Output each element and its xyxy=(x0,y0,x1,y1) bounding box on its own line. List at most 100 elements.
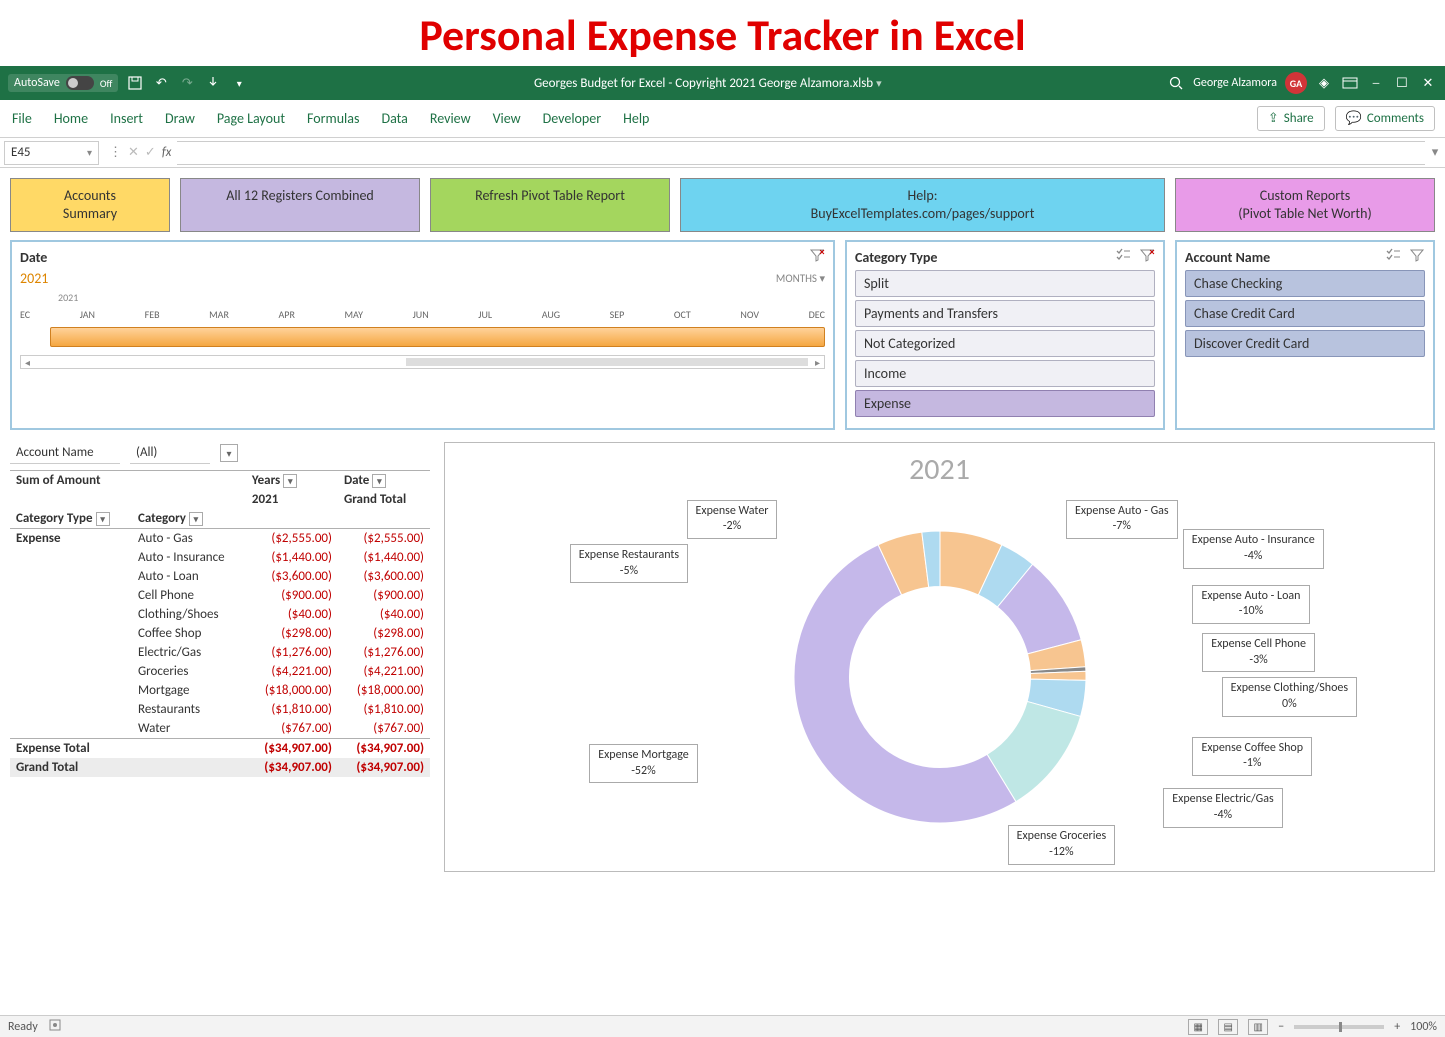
ribbon-tab-formulas[interactable]: Formulas xyxy=(305,106,361,131)
pivot-category-cell: Coffee Shop xyxy=(132,624,246,643)
name-box[interactable]: E45▾ xyxy=(4,141,99,165)
scroll-left-icon[interactable]: ◂ xyxy=(25,356,30,369)
help-button[interactable]: Help: BuyExcelTemplates.com/pages/suppor… xyxy=(680,178,1165,232)
table-row: Clothing/Shoes($40.00)($40.00) xyxy=(10,605,430,624)
timeline-scale-year: 2021 xyxy=(58,291,825,304)
ribbon-tab-developer[interactable]: Developer xyxy=(541,106,603,131)
normal-view-icon[interactable]: ▦ xyxy=(1188,1019,1208,1035)
ribbon-tab-insert[interactable]: Insert xyxy=(108,106,145,131)
share-button[interactable]: ⇪Share xyxy=(1257,106,1325,131)
save-icon[interactable] xyxy=(126,74,144,92)
pivot-cattype-cell xyxy=(10,700,132,719)
pivot-year-cell: ($767.00) xyxy=(246,719,338,739)
slicer-item-split[interactable]: Split xyxy=(855,270,1155,297)
page-layout-view-icon[interactable]: ▤ xyxy=(1218,1019,1238,1035)
maximize-icon[interactable]: ☐ xyxy=(1393,74,1411,92)
touch-icon[interactable] xyxy=(204,74,222,92)
multiselect-icon[interactable] xyxy=(1115,248,1131,266)
accounts-summary-button[interactable]: Accounts Summary xyxy=(10,178,170,232)
filter-dropdown-icon[interactable]: ▾ xyxy=(372,474,386,488)
pivot-grand-col: Grand Total xyxy=(338,490,430,509)
autosave-toggle[interactable]: AutoSave Off xyxy=(8,74,118,92)
qat-dropdown-icon[interactable]: ▾ xyxy=(230,74,248,92)
timeline-scrollbar[interactable]: ◂ ▸ xyxy=(20,355,825,369)
clear-filter-icon[interactable] xyxy=(1409,248,1425,266)
table-row: Mortgage($18,000.00)($18,000.00) xyxy=(10,681,430,700)
macro-record-icon[interactable] xyxy=(48,1018,62,1036)
multiselect-icon[interactable] xyxy=(1385,248,1401,266)
date-timeline-slicer: Date 2021 MONTHS ▾ 2021 ECJANFEBMARAPRMA… xyxy=(10,240,835,430)
pivot-grand-cell: ($3,600.00) xyxy=(338,567,430,586)
accept-fx-icon[interactable]: ✓ xyxy=(145,145,156,160)
filter-dropdown-icon[interactable]: ▾ xyxy=(283,474,297,488)
redo-icon[interactable]: ↷ xyxy=(178,74,196,92)
donut-chart[interactable]: 2021 Expense Auto - Gas-7%Expense Auto -… xyxy=(444,442,1435,872)
slicer-item-not-categorized[interactable]: Not Categorized xyxy=(855,330,1155,357)
table-row: Coffee Shop($298.00)($298.00) xyxy=(10,624,430,643)
formula-input[interactable] xyxy=(177,141,1425,165)
zoom-value[interactable]: 100% xyxy=(1410,1020,1437,1034)
ribbon-tab-home[interactable]: Home xyxy=(52,106,90,131)
table-row: Auto - Insurance($1,440.00)($1,440.00) xyxy=(10,548,430,567)
ribbon-mode-icon[interactable] xyxy=(1341,74,1359,92)
slicer-item-income[interactable]: Income xyxy=(855,360,1155,387)
scroll-right-icon[interactable]: ▸ xyxy=(815,356,820,369)
timeline-month: SEP xyxy=(610,308,625,321)
slicer-item-expense[interactable]: Expense xyxy=(855,390,1155,417)
pivot-category-cell: Auto - Gas xyxy=(132,529,246,549)
zoom-out-icon[interactable]: − xyxy=(1278,1020,1284,1034)
timeline-level-dropdown[interactable]: MONTHS ▾ xyxy=(776,272,825,285)
zoom-in-icon[interactable]: + xyxy=(1394,1020,1400,1034)
search-icon[interactable] xyxy=(1167,74,1185,92)
diamond-icon[interactable]: ◈ xyxy=(1315,74,1333,92)
fx-icon[interactable]: fx xyxy=(162,145,172,160)
chart-label: Expense Mortgage-52% xyxy=(589,744,698,783)
chart-title: 2021 xyxy=(453,451,1426,488)
minimize-icon[interactable]: ─ xyxy=(1367,74,1385,92)
ribbon-tab-data[interactable]: Data xyxy=(379,106,409,131)
slicer-item-discover-credit-card[interactable]: Discover Credit Card xyxy=(1185,330,1425,357)
pivot-year: 2021 xyxy=(246,490,338,509)
ribbon-tab-page-layout[interactable]: Page Layout xyxy=(215,106,287,131)
comments-button[interactable]: 💬Comments xyxy=(1335,106,1435,131)
timeline-month: APR xyxy=(279,308,295,321)
all-registers-button[interactable]: All 12 Registers Combined xyxy=(180,178,420,232)
filter-dropdown-icon[interactable]: ▾ xyxy=(96,512,110,526)
timeline-month: NOV xyxy=(740,308,759,321)
acct-slicer-title: Account Name xyxy=(1185,249,1270,266)
ribbon-tab-file[interactable]: File xyxy=(10,106,34,131)
undo-icon[interactable]: ↶ xyxy=(152,74,170,92)
grand-total-year: ($34,907.00) xyxy=(246,758,338,777)
clear-filter-icon[interactable] xyxy=(809,248,825,266)
ribbon-tab-help[interactable]: Help xyxy=(621,106,651,131)
formula-bar: E45▾ ⋮ ✕ ✓ fx ▾ xyxy=(0,138,1445,168)
ribbon-tab-draw[interactable]: Draw xyxy=(163,106,197,131)
slicer-item-payments-and-transfers[interactable]: Payments and Transfers xyxy=(855,300,1155,327)
pivot-year-cell: ($4,221.00) xyxy=(246,662,338,681)
slicer-item-chase-checking[interactable]: Chase Checking xyxy=(1185,270,1425,297)
close-icon[interactable]: ✕ xyxy=(1419,74,1437,92)
ribbon-tab-view[interactable]: View xyxy=(491,106,523,131)
clear-filter-icon[interactable] xyxy=(1139,248,1155,266)
chart-label: Expense Coffee Shop-1% xyxy=(1192,737,1312,776)
table-row: Water($767.00)($767.00) xyxy=(10,719,430,739)
cancel-fx-icon[interactable]: ✕ xyxy=(128,145,139,160)
pivot-filter-dropdown[interactable]: ▾ xyxy=(220,444,238,462)
page-break-view-icon[interactable]: ▥ xyxy=(1248,1019,1268,1035)
refresh-pivot-button[interactable]: Refresh Pivot Table Report xyxy=(430,178,670,232)
more-icon[interactable]: ⋮ xyxy=(109,145,122,160)
timeline-range[interactable] xyxy=(20,323,825,351)
slicer-item-chase-credit-card[interactable]: Chase Credit Card xyxy=(1185,300,1425,327)
ribbon-tab-review[interactable]: Review xyxy=(428,106,473,131)
window-title: Georges Budget for Excel - Copyright 202… xyxy=(256,76,1159,91)
timeline-month: MAY xyxy=(345,308,363,321)
custom-line1: Custom Reports xyxy=(1182,187,1428,205)
timeline-year: 2021 xyxy=(20,270,48,287)
user-avatar[interactable]: GA xyxy=(1285,72,1307,94)
zoom-slider[interactable] xyxy=(1294,1025,1384,1029)
expand-formula-icon[interactable]: ▾ xyxy=(1425,145,1445,160)
dropdown-icon[interactable]: ▾ xyxy=(189,512,203,526)
table-row: Cell Phone($900.00)($900.00) xyxy=(10,586,430,605)
pivot-cattype-cell xyxy=(10,567,132,586)
custom-reports-button[interactable]: Custom Reports (Pivot Table Net Worth) xyxy=(1175,178,1435,232)
